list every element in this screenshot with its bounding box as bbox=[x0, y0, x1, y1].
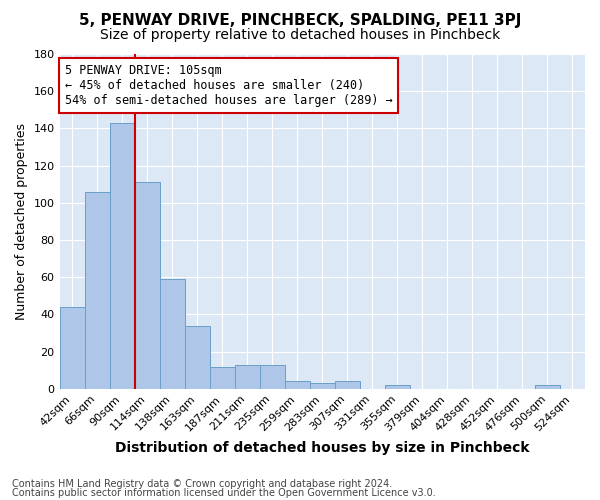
Y-axis label: Number of detached properties: Number of detached properties bbox=[15, 123, 28, 320]
Bar bbox=[85, 192, 110, 389]
Bar bbox=[385, 385, 410, 389]
X-axis label: Distribution of detached houses by size in Pinchbeck: Distribution of detached houses by size … bbox=[115, 441, 530, 455]
Bar bbox=[310, 383, 335, 389]
Bar bbox=[209, 366, 235, 389]
Text: Contains public sector information licensed under the Open Government Licence v3: Contains public sector information licen… bbox=[12, 488, 436, 498]
Bar bbox=[535, 385, 560, 389]
Bar bbox=[285, 382, 310, 389]
Bar bbox=[260, 364, 285, 389]
Text: Contains HM Land Registry data © Crown copyright and database right 2024.: Contains HM Land Registry data © Crown c… bbox=[12, 479, 392, 489]
Bar bbox=[134, 182, 160, 389]
Bar bbox=[235, 364, 260, 389]
Text: Size of property relative to detached houses in Pinchbeck: Size of property relative to detached ho… bbox=[100, 28, 500, 42]
Bar bbox=[185, 326, 209, 389]
Bar bbox=[59, 307, 85, 389]
Bar bbox=[110, 123, 134, 389]
Text: 5, PENWAY DRIVE, PINCHBECK, SPALDING, PE11 3PJ: 5, PENWAY DRIVE, PINCHBECK, SPALDING, PE… bbox=[79, 12, 521, 28]
Bar bbox=[160, 279, 185, 389]
Text: 5 PENWAY DRIVE: 105sqm
← 45% of detached houses are smaller (240)
54% of semi-de: 5 PENWAY DRIVE: 105sqm ← 45% of detached… bbox=[65, 64, 392, 107]
Bar bbox=[335, 382, 360, 389]
